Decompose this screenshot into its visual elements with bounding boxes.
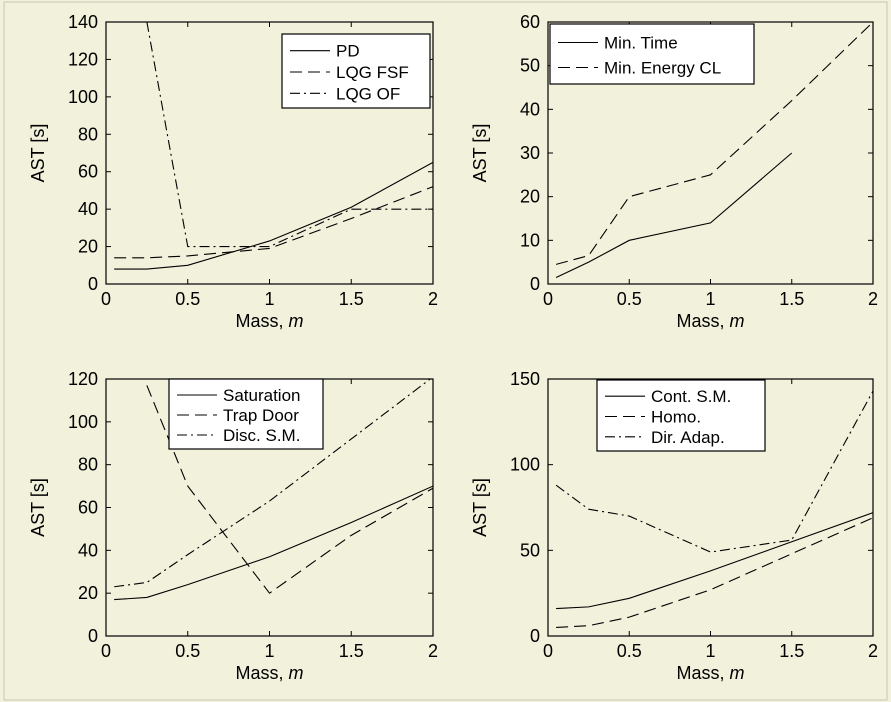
legend: Min. Time Min. Energy CL: [549, 23, 755, 85]
y-tick-label: 100: [68, 412, 98, 432]
series-line-1: [114, 161, 433, 270]
y-tick-label: 20: [78, 237, 98, 257]
y-tick-label: 80: [78, 124, 98, 144]
series-line-2: [556, 517, 873, 628]
x-tick-label: 1: [705, 289, 715, 309]
x-tick-label: 1.5: [339, 289, 364, 309]
y-tick-label: 140: [68, 12, 98, 32]
x-axis-label: Mass, m: [235, 311, 303, 331]
x-tick-label: 2: [868, 641, 878, 661]
series-line-3: [555, 390, 873, 553]
series-line-2: [146, 385, 433, 594]
legend-label: Disc. S.M.: [223, 426, 300, 445]
y-tick-label: 60: [520, 12, 540, 32]
legend-label: LQG FSF: [336, 63, 409, 82]
x-tick-label: 1: [705, 641, 715, 661]
x-tick-label: 0: [543, 289, 553, 309]
x-tick-label: 0: [543, 641, 553, 661]
y-tick-label: 60: [78, 498, 98, 518]
y-tick-label: 120: [68, 369, 98, 389]
y-tick-label: 60: [78, 162, 98, 182]
series-line-3: [146, 22, 433, 248]
x-axis-label: Mass, m: [235, 663, 303, 683]
legend-box: [281, 33, 431, 109]
y-tick-label: 80: [78, 455, 98, 475]
x-tick-label: 2: [428, 289, 438, 309]
legend: Cont. S.M. Homo.Dir. Adap.: [596, 379, 766, 452]
y-axis-label: AST [s]: [28, 124, 48, 183]
x-tick-label: 1.5: [779, 641, 804, 661]
y-tick-label: 0: [530, 274, 540, 294]
y-tick-label: 100: [68, 87, 98, 107]
legend-label: LQG OF: [336, 84, 400, 103]
legend-box: [549, 23, 755, 85]
x-tick-label: 1: [264, 289, 274, 309]
series-line-1: [114, 485, 433, 601]
y-tick-label: 50: [520, 56, 540, 76]
x-axis-label: Mass, m: [676, 663, 744, 683]
legend-label: Cont. S.M.: [651, 387, 731, 406]
x-tick-label: 1.5: [779, 289, 804, 309]
y-tick-label: 0: [530, 626, 540, 646]
legend-label: Saturation: [223, 386, 301, 405]
y-tick-label: 40: [520, 99, 540, 119]
series-line-1: [555, 152, 793, 278]
legend-label: Trap Door: [223, 406, 299, 425]
y-tick-label: 10: [520, 230, 540, 250]
series-line-2: [555, 22, 873, 265]
series-line-1: [556, 512, 873, 610]
y-tick-label: 20: [520, 187, 540, 207]
legend-box: [168, 378, 324, 450]
y-tick-label: 0: [88, 626, 98, 646]
chart-panel-4: 0 0.5 1 1.5 2 0 50 100 150 Mass, m AST [s] Cont. S.…: [470, 369, 878, 683]
y-axis-label: AST [s]: [470, 124, 490, 183]
y-tick-label: 20: [78, 583, 98, 603]
y-tick-label: 40: [78, 540, 98, 560]
legend-label: Min. Energy CL: [604, 59, 721, 78]
x-tick-label: 0: [101, 289, 111, 309]
y-tick-label: 40: [78, 199, 98, 219]
y-tick-label: 30: [520, 143, 540, 163]
y-axis-label: AST [s]: [28, 478, 48, 537]
y-tick-label: 120: [68, 49, 98, 69]
series-line-2: [114, 186, 433, 259]
legend-label: PD: [336, 42, 360, 61]
legend-box: [596, 379, 766, 452]
x-tick-label: 0.5: [175, 289, 200, 309]
x-tick-label: 1: [264, 641, 274, 661]
y-tick-label: 150: [510, 369, 540, 389]
y-axis-label: AST [s]: [470, 478, 490, 537]
y-tick-label: 50: [520, 540, 540, 560]
legend-label: Homo.: [651, 408, 701, 427]
x-tick-label: 2: [868, 289, 878, 309]
x-tick-label: 1.5: [339, 641, 364, 661]
x-tick-label: 0: [101, 641, 111, 661]
figure-frame: [3, 1, 888, 701]
legend: PD LQG FSF LQG OF: [281, 33, 431, 109]
legend-label: Dir. Adap.: [651, 428, 725, 447]
x-tick-label: 0.5: [617, 641, 642, 661]
x-tick-label: 2: [428, 641, 438, 661]
x-tick-label: 0.5: [617, 289, 642, 309]
x-axis-label: Mass, m: [676, 311, 744, 331]
legend-label: Min. Time: [604, 34, 678, 53]
y-tick-label: 100: [510, 455, 540, 475]
y-tick-label: 0: [88, 274, 98, 294]
series-line-3: [114, 379, 432, 588]
x-tick-label: 0.5: [175, 641, 200, 661]
